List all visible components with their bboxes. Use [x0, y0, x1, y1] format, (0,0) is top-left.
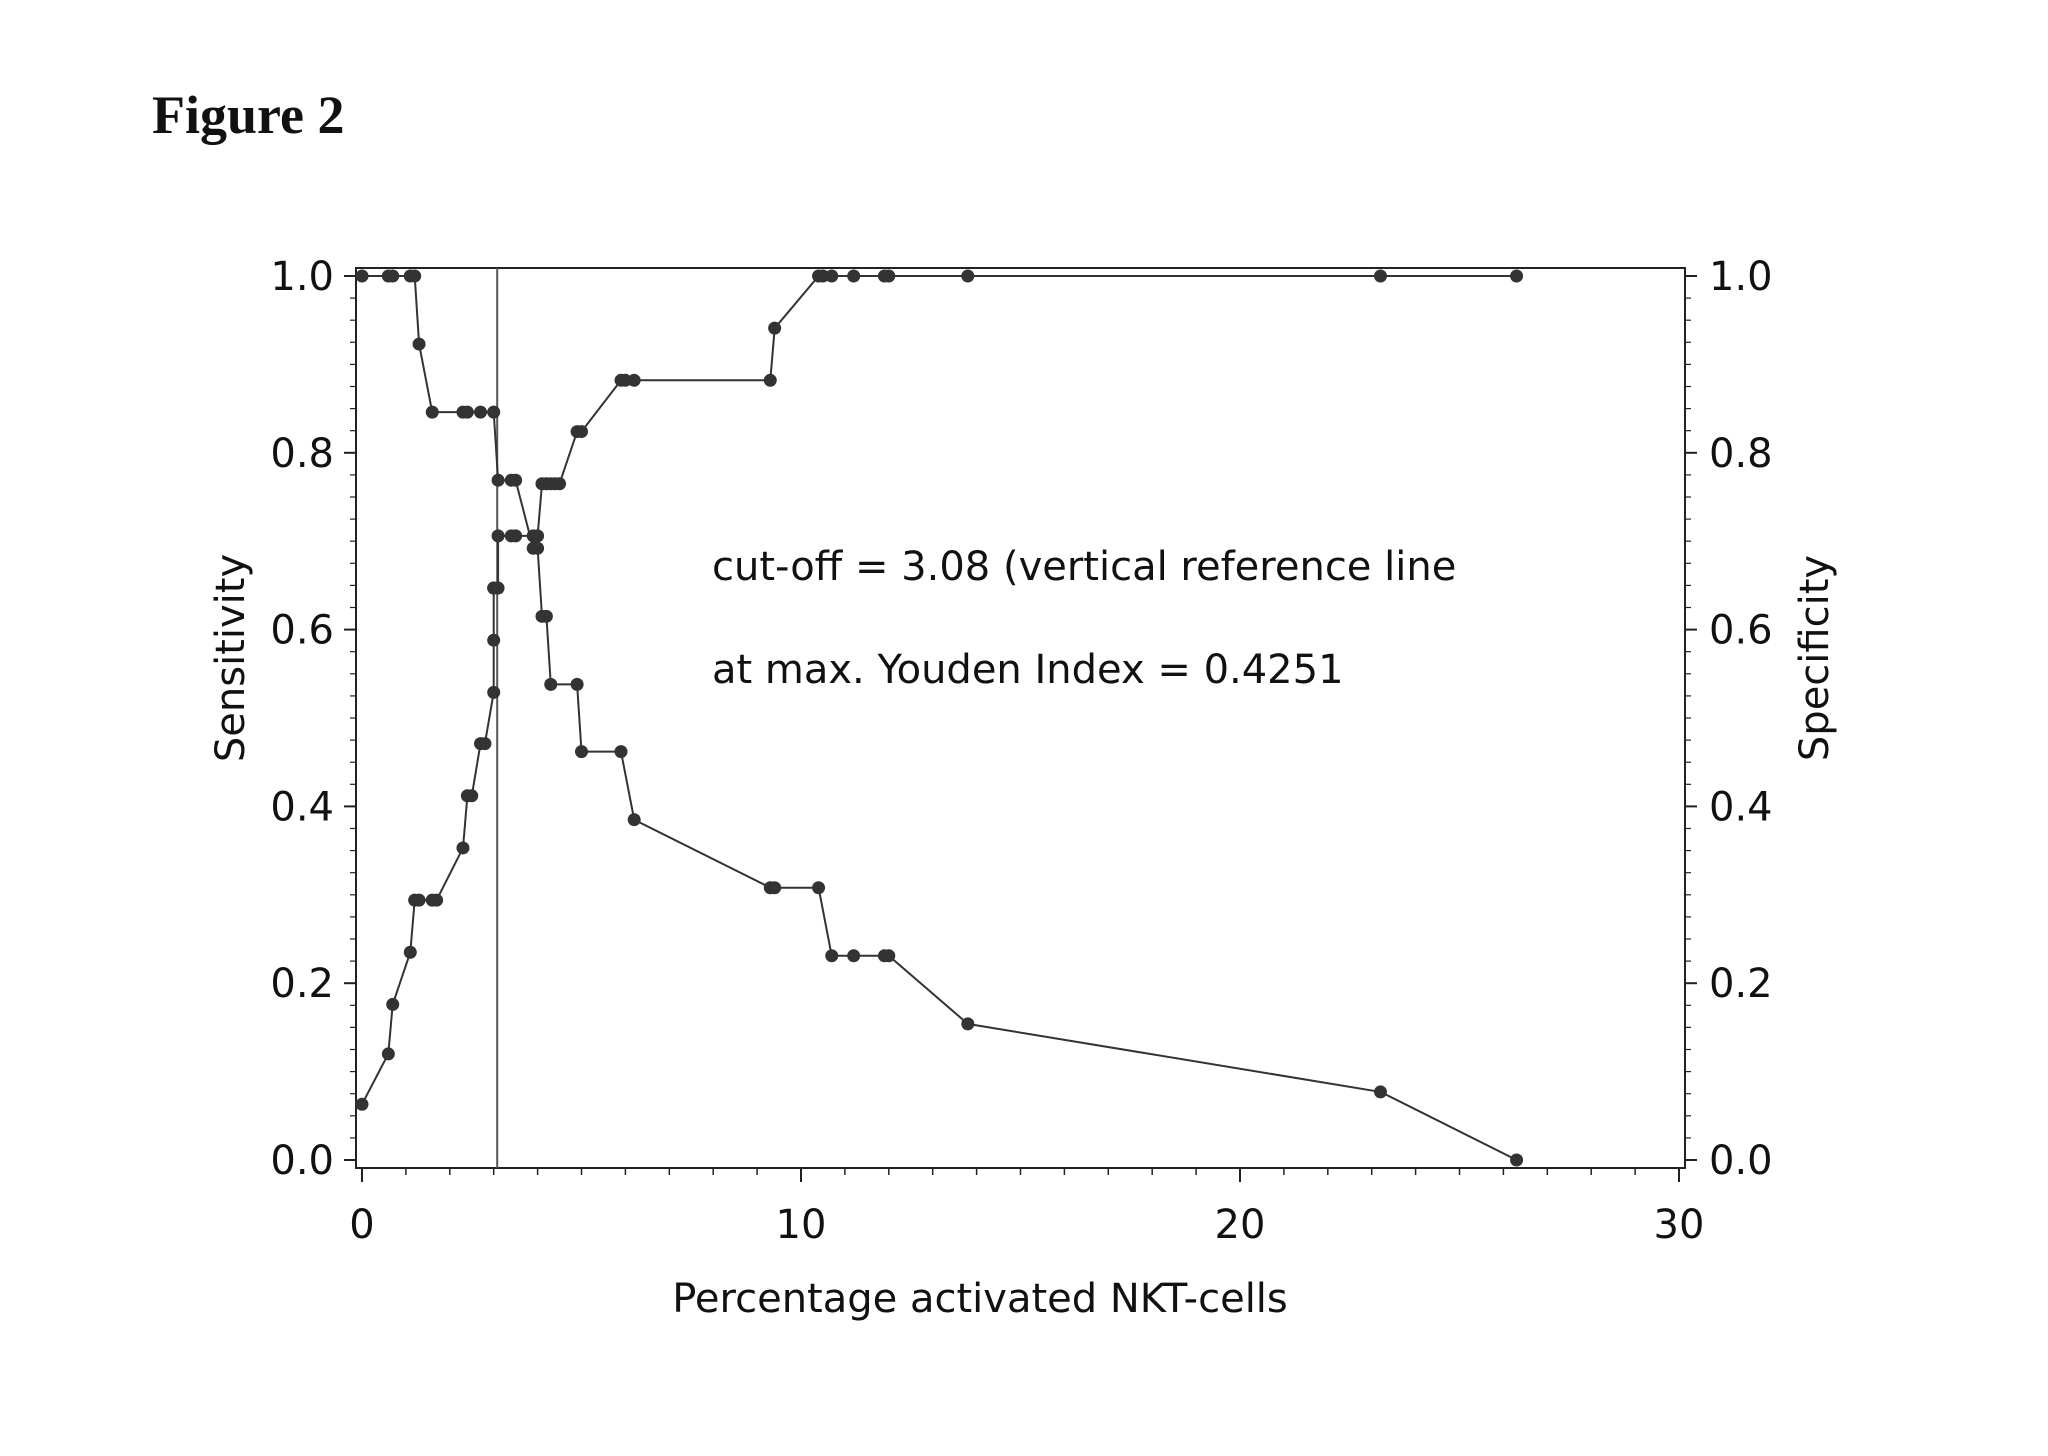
data-point: [509, 474, 522, 487]
y-tick-label-right: 0.2: [1709, 961, 1773, 1007]
data-point: [553, 477, 566, 490]
y-axis-title-right: Specificity: [1792, 555, 1838, 761]
data-point: [825, 270, 838, 283]
data-point: [628, 374, 641, 387]
annotation-layer: cut-off = 3.08 (vertical reference line …: [712, 544, 1456, 693]
data-point: [1510, 270, 1523, 283]
data-point: [404, 946, 417, 959]
data-point: [1510, 1154, 1523, 1167]
annotation-line-1: cut-off = 3.08 (vertical reference line: [712, 544, 1456, 590]
y-tick-label-right: 1.0: [1709, 254, 1773, 300]
data-point: [382, 1047, 395, 1060]
y-tick-label-right: 0.6: [1709, 608, 1773, 654]
data-point: [764, 374, 777, 387]
data-point: [575, 745, 588, 758]
data-point: [386, 270, 399, 283]
data-point: [356, 270, 369, 283]
data-point: [544, 678, 557, 691]
data-point: [413, 894, 426, 907]
data-point: [492, 474, 505, 487]
y-tick-label-right: 0.4: [1709, 784, 1773, 830]
data-point: [847, 270, 860, 283]
data-point: [531, 529, 544, 542]
data-point: [465, 789, 478, 802]
data-point: [825, 949, 838, 962]
y-tick-label-left: 0.4: [270, 784, 334, 830]
y-tick-label-left: 1.0: [270, 254, 334, 300]
data-point: [882, 270, 895, 283]
x-tick-label: 20: [1215, 1202, 1266, 1248]
x-tick-label: 10: [776, 1202, 827, 1248]
data-point: [768, 322, 781, 335]
data-point: [487, 406, 500, 419]
chart-axes: 01020300.00.00.20.20.40.40.60.60.80.81.0…: [270, 254, 1772, 1248]
data-point: [531, 542, 544, 555]
data-point: [628, 813, 641, 826]
data-point: [474, 406, 487, 419]
data-point: [847, 949, 860, 962]
x-tick-label: 0: [349, 1202, 374, 1248]
data-point: [540, 610, 553, 623]
data-point: [461, 406, 474, 419]
y-tick-label-left: 0.2: [270, 961, 334, 1007]
x-tick-label: 30: [1654, 1202, 1705, 1248]
x-axis-title: Percentage activated NKT-cells: [672, 1276, 1288, 1322]
series-line: [362, 276, 1517, 1160]
data-point: [1374, 1085, 1387, 1098]
y-axis-title-left: Sensitivity: [208, 554, 254, 762]
data-point: [413, 338, 426, 351]
data-point: [430, 894, 443, 907]
y-tick-label-left: 0.8: [270, 431, 334, 477]
series-2: [356, 270, 1524, 1167]
data-point: [386, 998, 399, 1011]
data-point: [492, 582, 505, 595]
data-point: [509, 529, 522, 542]
data-point: [426, 406, 439, 419]
y-tick-label-left: 0.6: [270, 608, 334, 654]
data-point: [456, 841, 469, 854]
data-point: [812, 881, 825, 894]
data-point: [478, 737, 491, 750]
annotation-line-2: at max. Youden Index = 0.4251: [712, 647, 1344, 693]
data-point: [961, 1017, 974, 1030]
data-point: [961, 270, 974, 283]
data-point: [571, 678, 584, 691]
y-tick-label-left: 0.0: [270, 1138, 334, 1184]
data-point: [768, 881, 781, 894]
data-point: [615, 745, 628, 758]
data-point: [356, 1098, 369, 1111]
series-layer: [356, 270, 1524, 1167]
data-point: [487, 686, 500, 699]
data-point: [492, 529, 505, 542]
data-point: [1374, 270, 1387, 283]
data-point: [487, 634, 500, 647]
y-tick-label-right: 0.0: [1709, 1138, 1773, 1184]
y-tick-label-right: 0.8: [1709, 431, 1773, 477]
data-point: [408, 270, 421, 283]
data-point: [575, 425, 588, 438]
data-point: [882, 949, 895, 962]
